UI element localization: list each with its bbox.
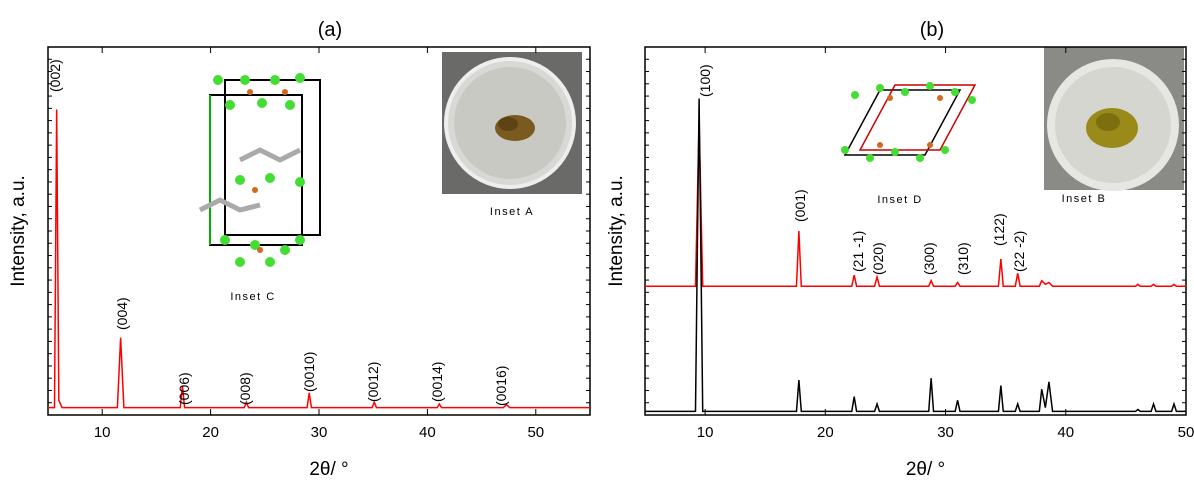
x-axis-label: 2θ/ ° xyxy=(309,459,348,480)
peak-label: (006) xyxy=(176,372,192,405)
x-tick-label: 40 xyxy=(1057,424,1074,441)
peak-label: (020) xyxy=(870,242,886,275)
x-axis-label: 2θ/ ° xyxy=(906,459,945,480)
y-axis-label: Intensity, a.u. xyxy=(8,175,29,287)
peak-label: (22 -2) xyxy=(1011,231,1027,272)
inset-a-photo xyxy=(442,52,582,194)
peak-label: (21 -1) xyxy=(850,231,866,272)
peak-label: (001) xyxy=(792,189,808,222)
peak-label: (0012) xyxy=(365,362,381,402)
data-line xyxy=(48,109,590,409)
inset-b-photo xyxy=(1044,47,1184,191)
x-tick-label: 20 xyxy=(202,424,219,441)
peak-label: (004) xyxy=(114,297,130,330)
peak-label: (002) xyxy=(47,59,63,92)
peak-label: (008) xyxy=(237,372,253,405)
x-tick-label: 50 xyxy=(1178,424,1194,441)
peak-label: (310) xyxy=(955,242,971,275)
inset-label: Inset B xyxy=(1062,193,1107,205)
inset-label: Inset D xyxy=(877,194,922,206)
data-line xyxy=(645,120,1186,287)
peak-label: (100) xyxy=(697,64,713,97)
x-tick-label: 40 xyxy=(419,424,436,441)
peak-label: (0010) xyxy=(301,352,317,392)
inset-c-structure xyxy=(198,73,321,267)
inset-label: Inset C xyxy=(230,291,275,303)
y-axis-label: Intensity, a.u. xyxy=(606,175,627,287)
x-tick-label: 30 xyxy=(311,424,328,441)
x-tick-label: 10 xyxy=(697,424,714,441)
peak-label: (0014) xyxy=(429,362,445,402)
x-tick-label: 10 xyxy=(94,424,111,441)
inset-label: Inset A xyxy=(490,206,534,218)
peak-label: (300) xyxy=(921,242,937,275)
x-tick-label: 50 xyxy=(527,424,544,441)
x-tick-label: 20 xyxy=(817,424,834,441)
chart-title: (b) xyxy=(920,19,944,41)
inset-d-structure xyxy=(841,82,977,162)
peak-label: (122) xyxy=(991,213,1007,246)
chart-title: (a) xyxy=(318,19,342,41)
x-tick-label: 30 xyxy=(937,424,954,441)
peak-label: (0016) xyxy=(493,366,509,406)
data-line xyxy=(645,98,1186,413)
